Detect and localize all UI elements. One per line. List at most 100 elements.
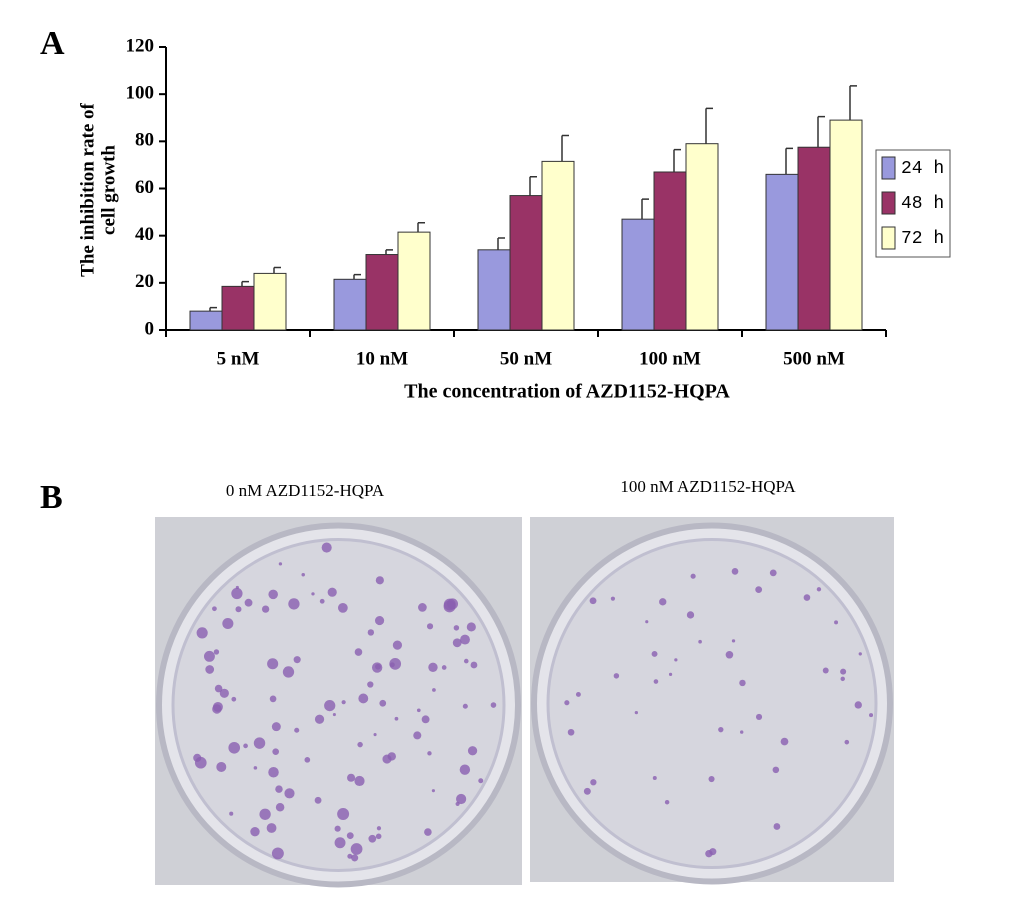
- colony: [583, 787, 591, 795]
- dish: [546, 538, 878, 869]
- colony: [755, 586, 763, 594]
- colony: [229, 811, 234, 816]
- colony: [324, 699, 336, 712]
- colony: [275, 802, 285, 812]
- colony: [651, 650, 658, 657]
- colony: [834, 620, 839, 625]
- x-tick-label: 50 nM: [500, 348, 552, 369]
- colony: [375, 663, 381, 670]
- legend-swatch: [881, 156, 896, 180]
- colony: [266, 823, 277, 833]
- colony: [428, 662, 438, 672]
- colony: [376, 826, 382, 831]
- colony: [346, 832, 354, 840]
- x-tick-label: 100 nM: [639, 348, 701, 369]
- colony: [341, 700, 346, 705]
- colony: [373, 733, 377, 737]
- error-bar: [417, 221, 425, 233]
- colony: [816, 587, 822, 592]
- legend-label: 24 h: [901, 159, 944, 179]
- colony: [354, 775, 365, 787]
- bar: [653, 171, 687, 331]
- bar: [365, 254, 399, 331]
- colony: [645, 620, 649, 624]
- colony: [231, 696, 237, 702]
- colony: [301, 573, 305, 577]
- x-tick-label: 5 nM: [217, 348, 260, 369]
- panel-label: A: [40, 25, 65, 62]
- colony: [432, 688, 436, 692]
- colony: [293, 656, 301, 664]
- bar: [397, 231, 431, 331]
- colony: [212, 606, 217, 612]
- colony: [228, 741, 241, 754]
- error-bar: [241, 280, 249, 287]
- colony: [822, 667, 829, 674]
- colony: [216, 761, 227, 772]
- error-bar: [209, 306, 217, 312]
- colony: [347, 773, 356, 782]
- colony: [459, 764, 471, 775]
- colony: [490, 702, 497, 708]
- y-tick-label: 80: [135, 130, 154, 151]
- colony: [294, 727, 300, 733]
- legend-label: 72 h: [901, 229, 944, 249]
- colony: [740, 730, 744, 734]
- y-tick-label: 20: [135, 271, 154, 292]
- colony: [413, 731, 422, 740]
- colony: [466, 622, 476, 632]
- error-bar: [785, 147, 793, 175]
- colony: [375, 833, 382, 840]
- colony: [443, 600, 456, 613]
- colony: [354, 648, 363, 656]
- colony: [368, 834, 377, 843]
- colony: [272, 748, 280, 755]
- colony: [772, 766, 780, 774]
- colony: [334, 825, 341, 832]
- colony: [332, 713, 336, 717]
- colony: [387, 752, 396, 761]
- error-bar: [353, 273, 361, 280]
- colony: [463, 658, 469, 664]
- colony: [374, 615, 385, 626]
- colony: [243, 743, 248, 749]
- colony: [858, 652, 862, 656]
- colony: [219, 688, 229, 698]
- colony: [337, 602, 348, 613]
- bar: [797, 146, 831, 331]
- colony: [456, 793, 467, 805]
- colony: [478, 778, 484, 784]
- colony: [231, 587, 243, 600]
- colony: [664, 799, 670, 805]
- colony: [567, 728, 575, 736]
- y-tick-label: 120: [126, 35, 155, 56]
- y-tick-label: 100: [126, 83, 155, 104]
- colony: [462, 703, 468, 709]
- x-tick-label: 500 nM: [783, 348, 845, 369]
- error-bar: [673, 148, 681, 172]
- colony: [453, 625, 460, 631]
- legend-swatch: [881, 226, 896, 250]
- legend-swatch: [881, 191, 896, 215]
- colony: [304, 757, 311, 763]
- colony: [261, 605, 270, 613]
- colony: [358, 693, 369, 704]
- colony: [193, 753, 202, 762]
- colony: [253, 737, 266, 749]
- colony: [731, 568, 739, 575]
- colony: [589, 597, 597, 605]
- colony: [288, 598, 300, 610]
- colony: [275, 785, 283, 793]
- colony: [375, 576, 384, 585]
- colony: [708, 776, 715, 783]
- colony: [351, 854, 359, 862]
- colony: [840, 676, 845, 682]
- colony: [467, 746, 478, 756]
- colony: [235, 606, 242, 613]
- colony: [718, 726, 724, 733]
- colony: [460, 634, 470, 645]
- colony: [214, 684, 223, 693]
- colony: [311, 592, 315, 596]
- colony: [769, 569, 777, 577]
